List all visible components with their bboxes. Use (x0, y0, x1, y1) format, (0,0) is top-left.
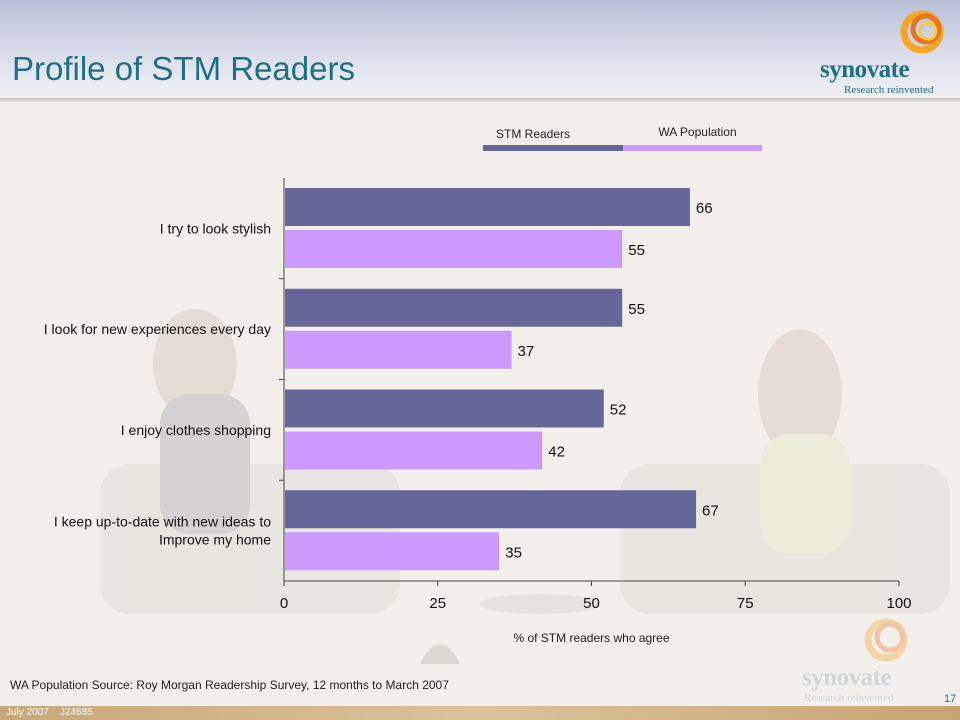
data-label: 42 (548, 444, 565, 461)
bar-wa-population (285, 330, 512, 369)
category-label: I try to look stylish (160, 220, 271, 236)
category-label: I keep up-to-date with new ideas to Impro… (54, 514, 271, 548)
data-label: 37 (518, 343, 535, 360)
bar-stm-readers (285, 188, 690, 226)
legend-label: WA Population (658, 125, 736, 139)
bar-wa-population (285, 230, 623, 268)
footer-text: July 2007 J24685 (6, 707, 93, 718)
background-illustration (0, 104, 960, 704)
footer-bar (0, 706, 960, 720)
data-label: 52 (610, 402, 627, 419)
x-tick-label: 0 (280, 595, 288, 612)
legend-label: STM Readers (496, 127, 570, 141)
x-tick-label: 100 (886, 595, 911, 612)
bar-stm-readers (285, 288, 623, 327)
bar-chart: STM Readers WA Population 0 25 50 75 100 % of S… (44, 125, 912, 645)
header-band (0, 0, 960, 104)
synovate-logo: synovate Research reinvented (818, 6, 948, 98)
x-tick-label: 50 (583, 595, 600, 612)
bar-wa-population (285, 431, 543, 470)
data-label: 66 (696, 200, 713, 217)
page-number: 17 (944, 693, 957, 705)
synovate-watermark-logo: synovate Research reinvented (800, 614, 930, 706)
bar-stm-readers (285, 389, 604, 428)
header-divider (0, 98, 960, 102)
category-label: I enjoy clothes shopping (121, 422, 271, 438)
data-label: 55 (628, 301, 645, 318)
data-label: 55 (628, 242, 645, 259)
source-note: WA Population Source: Roy Morgan Readers… (10, 678, 449, 692)
bar-wa-population (285, 532, 500, 571)
data-label: 35 (505, 544, 522, 561)
x-tick-label: 25 (429, 595, 446, 612)
bar-stm-readers (285, 490, 697, 529)
category-label: I look for new experiences every day (44, 321, 271, 337)
x-axis-title: % of STM readers who agree (513, 631, 669, 645)
data-label: 67 (702, 502, 719, 519)
x-tick-label: 75 (737, 595, 754, 612)
slide-title: Profile of STM Readers (12, 50, 355, 87)
